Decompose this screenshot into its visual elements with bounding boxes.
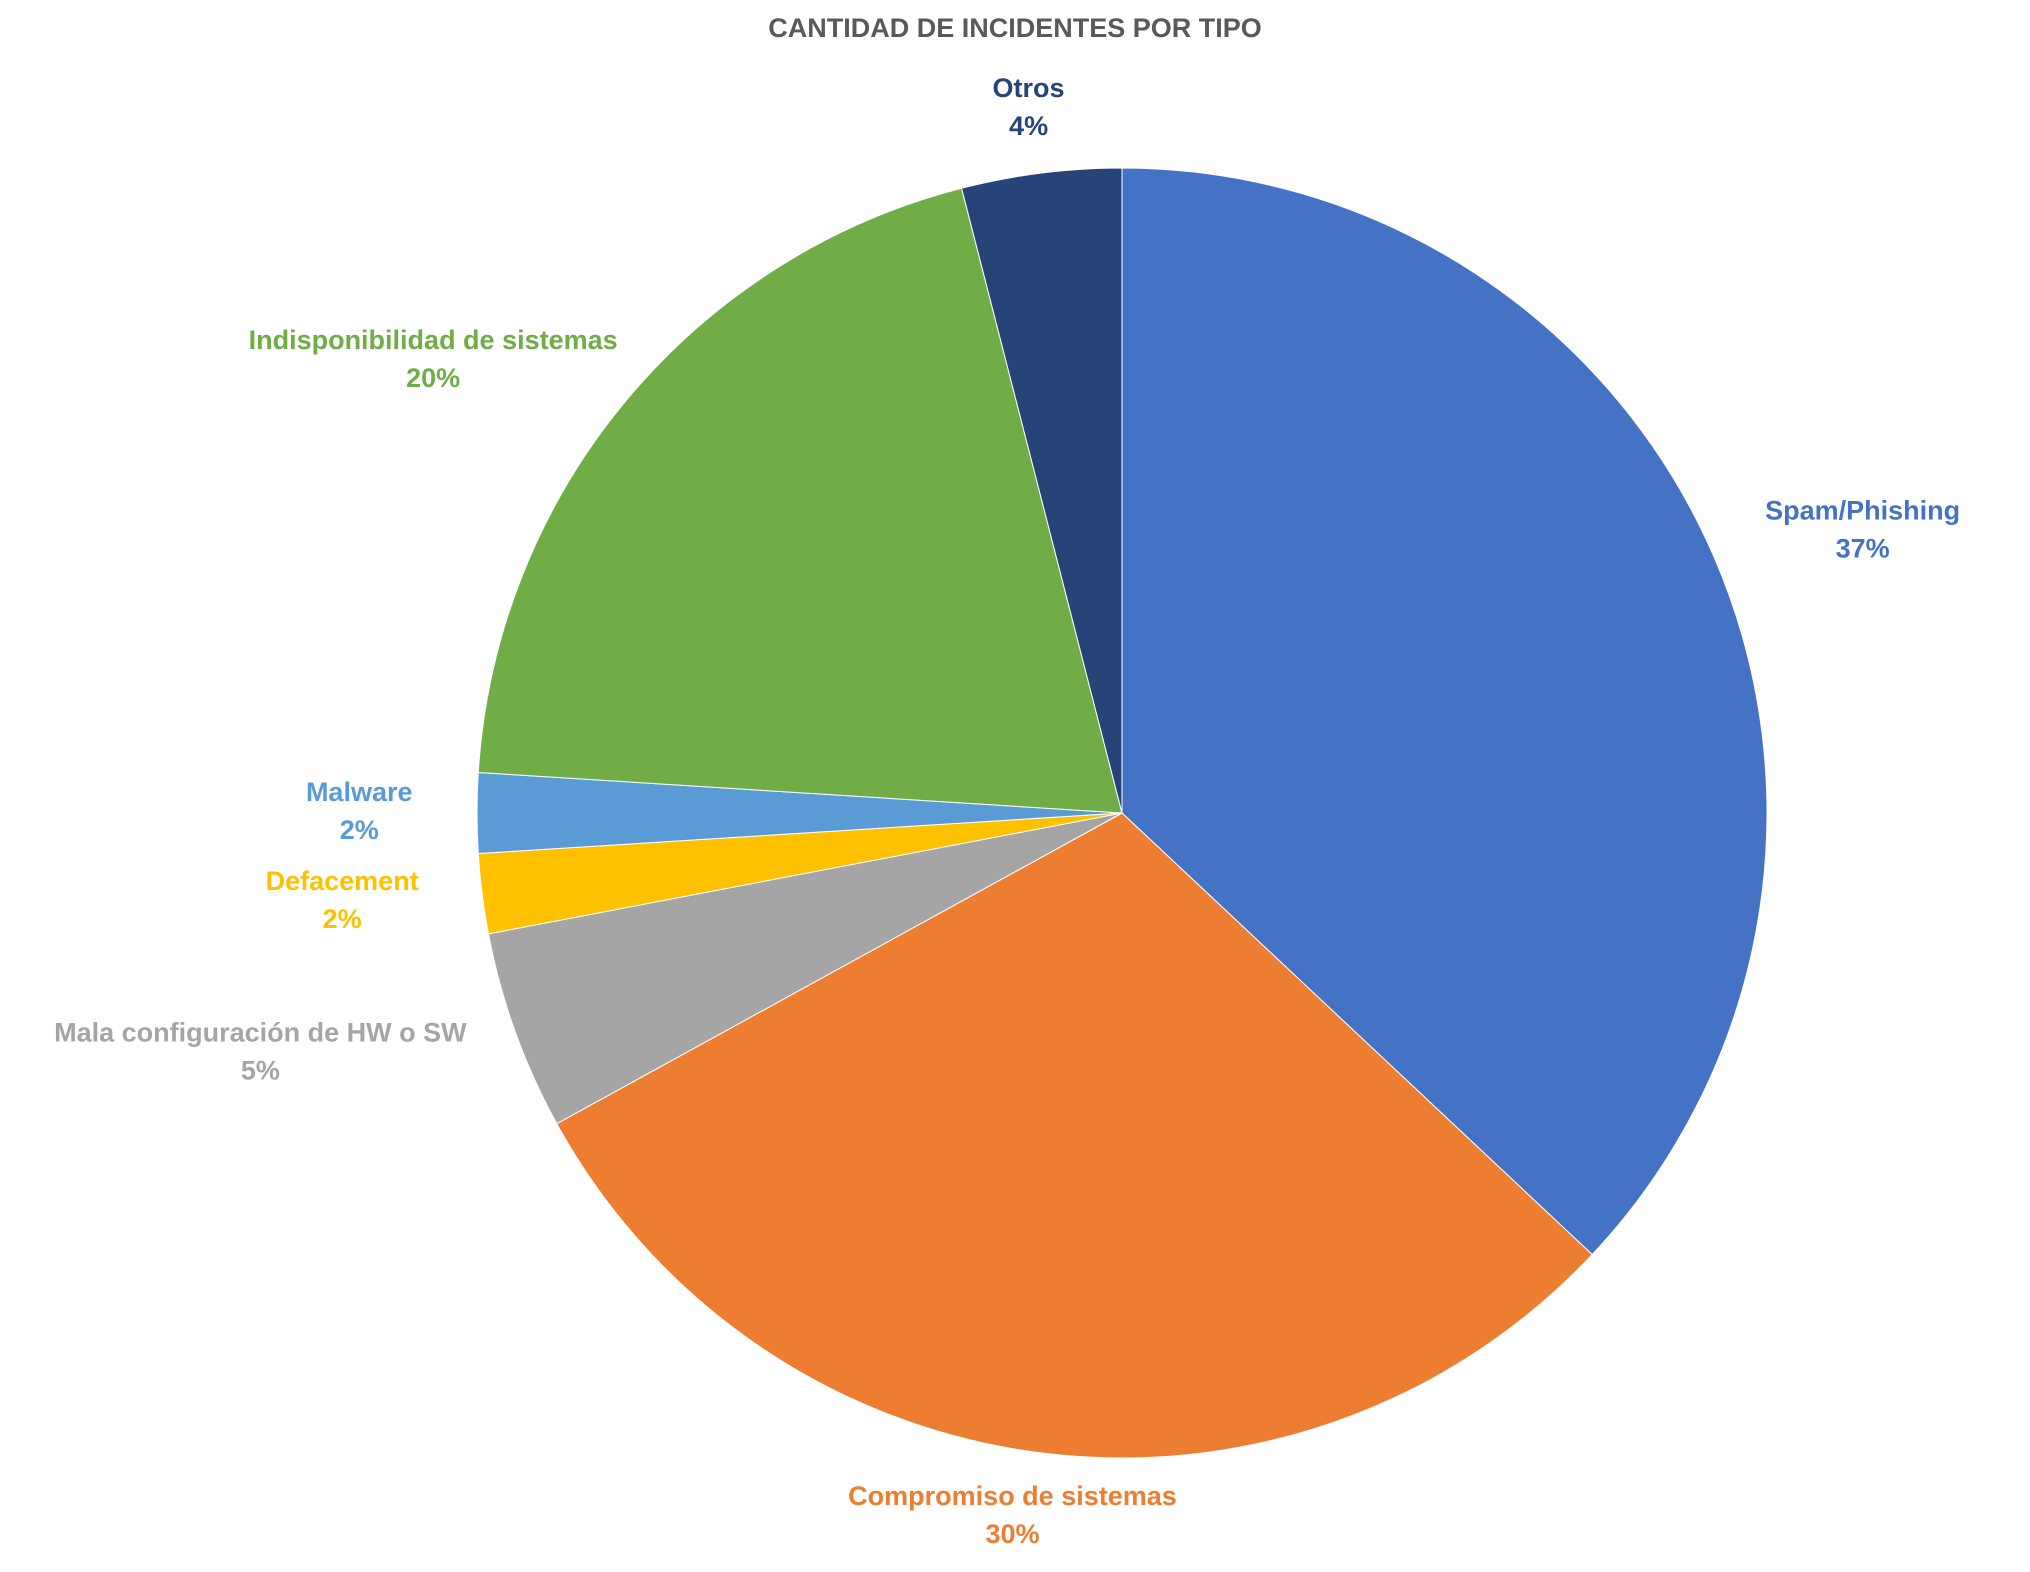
slice-label: Spam/Phishing: [1765, 495, 1960, 525]
slice-value: 2%: [323, 904, 362, 934]
slice-label: Compromiso de sistemas: [848, 1481, 1177, 1511]
slice-label: Mala configuración de HW o SW: [54, 1017, 467, 1047]
slice-value: 5%: [241, 1055, 280, 1085]
slice-label: Malware: [306, 777, 413, 807]
slice-value: 30%: [985, 1519, 1039, 1549]
slice-value: 20%: [406, 363, 460, 393]
chart-title: CANTIDAD DE INCIDENTES POR TIPO: [768, 13, 1262, 43]
pie-slice: [556, 812, 1593, 1459]
slice-value: 37%: [1836, 533, 1890, 563]
pie-slice: [1121, 167, 1768, 1256]
slice-label: Otros: [993, 73, 1065, 103]
slice-value: 2%: [340, 815, 379, 845]
slice-label: Defacement: [266, 866, 419, 896]
slice-label: Indisponibilidad de sistemas: [249, 325, 618, 355]
pie-slice: [960, 167, 1123, 814]
slice-value: 4%: [1009, 111, 1048, 141]
pie-slice: [477, 187, 1123, 814]
pie-slice: [487, 812, 1123, 1125]
